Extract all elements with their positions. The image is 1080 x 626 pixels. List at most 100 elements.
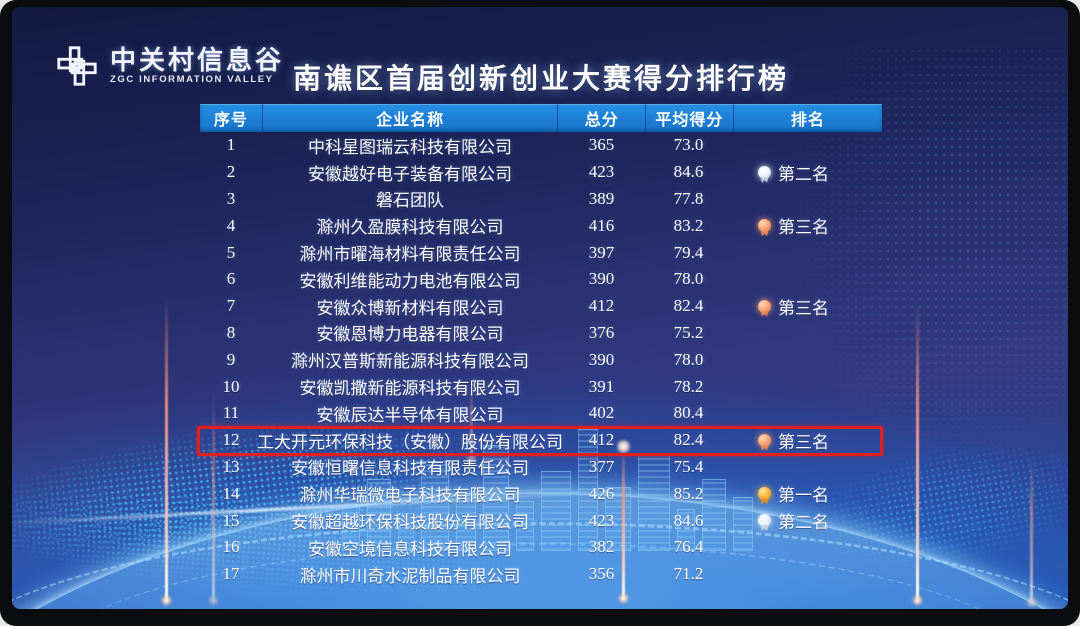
cell-total-score: 412 — [588, 430, 615, 450]
cell-company-name: 安徽辰达半导体有限公司 — [316, 405, 504, 425]
table-row: 3 磐石团队 389 77.8 — [200, 186, 882, 213]
cell-index: 12 — [222, 430, 240, 450]
table-row-highlighted: 12 工大开元环保科技（安徽）股份有限公司 412 82.4 第三名 — [197, 425, 883, 456]
cell-average-score: 78.0 — [673, 349, 704, 369]
cell-average-score: 84.6 — [673, 510, 704, 530]
cell-company-name: 安徽利维能动力电池有限公司 — [299, 271, 521, 291]
zgc-logo: 中关村信息谷 ZGC INFORMATION VALLEY — [54, 43, 284, 89]
cell-company-name: 滁州市川奇水泥制品有限公司 — [299, 566, 521, 586]
cell-index: 3 — [226, 188, 236, 208]
cell-average-score: 71.2 — [673, 564, 704, 584]
table-row: 8 安徽恩博力电器有限公司 376 75.2 — [200, 320, 882, 347]
table-row: 17 滁州市川奇水泥制品有限公司 356 71.2 — [200, 561, 882, 588]
header-average-score: 平均得分 — [645, 104, 733, 132]
cell-rank: 第二名 — [732, 159, 882, 186]
table-row: 2 安徽越好电子装备有限公司 423 84.6 第二名 — [200, 159, 882, 186]
cell-average-score: 82.4 — [673, 430, 704, 450]
city-skyline — [342, 429, 753, 551]
cell-rank — [732, 239, 882, 266]
cell-company-name: 滁州久盈膜科技有限公司 — [316, 218, 504, 238]
light-beam — [916, 302, 919, 602]
rank-label: 第三名 — [778, 218, 829, 238]
cell-rank — [732, 400, 882, 427]
cell-rank: 第一名 — [732, 480, 882, 507]
cell-index: 17 — [222, 564, 240, 584]
header-rank: 排名 — [732, 104, 882, 132]
cell-rank — [732, 373, 882, 400]
cell-rank: 第三名 — [732, 293, 882, 320]
cell-index: 2 — [226, 162, 236, 182]
cell-rank — [732, 454, 882, 481]
light-beam — [622, 445, 625, 600]
cell-index: 7 — [226, 296, 236, 316]
cell-index: 5 — [226, 242, 236, 262]
cell-rank — [732, 346, 882, 373]
rank-label: 第三名 — [778, 298, 829, 318]
cell-total-score: 382 — [588, 537, 615, 557]
cell-total-score: 377 — [588, 456, 615, 476]
cell-average-score: 84.6 — [673, 162, 704, 182]
cell-rank — [732, 186, 882, 213]
orbit-arc — [12, 522, 1068, 609]
cell-total-score: 397 — [588, 242, 615, 262]
cell-index: 8 — [226, 322, 236, 342]
cell-company-name: 磐石团队 — [376, 191, 444, 211]
table-row: 10 安徽凯撒新能源科技有限公司 391 78.2 — [200, 373, 882, 400]
cell-index: 11 — [222, 403, 240, 423]
cell-rank: 第三名 — [732, 212, 882, 239]
cell-average-score: 77.8 — [673, 188, 704, 208]
rank-label: 第二名 — [778, 513, 829, 533]
logo-name-en: ZGC INFORMATION VALLEY — [110, 74, 274, 86]
cell-total-score: 365 — [588, 135, 615, 155]
table-body: 1 中科星图瑞云科技有限公司 365 73.0 2 安徽越好电子装备有限公司 423 84.6… — [197, 132, 883, 588]
medal-silver-icon — [758, 165, 771, 179]
cell-average-score: 75.2 — [673, 322, 704, 342]
cell-rank — [732, 132, 882, 159]
cell-index: 14 — [222, 483, 240, 503]
cell-index: 10 — [222, 376, 240, 396]
cell-total-score: 426 — [588, 483, 615, 503]
cell-average-score: 76.4 — [673, 537, 704, 557]
cell-total-score: 412 — [588, 296, 615, 316]
cell-average-score: 78.0 — [673, 269, 704, 289]
table-row: 1 中科星图瑞云科技有限公司 365 73.0 — [200, 132, 882, 159]
cell-company-name: 安徽凯撒新能源科技有限公司 — [299, 379, 521, 399]
cell-total-score: 402 — [588, 403, 615, 423]
table-row: 4 滁州久盈膜科技有限公司 416 83.2 第三名 — [200, 212, 882, 239]
page-title: 南谯区首届创新创业大赛得分排行榜 — [292, 64, 789, 95]
cell-total-score: 423 — [588, 162, 615, 182]
table-row: 5 滁州市曜海材料有限责任公司 397 79.4 — [200, 239, 882, 266]
cell-index: 4 — [226, 215, 236, 235]
cell-company-name: 工大开元环保科技（安徽）股份有限公司 — [257, 432, 563, 452]
cell-rank — [732, 266, 882, 293]
table-row: 14 滁州华瑞微电子科技有限公司 426 85.2 第一名 — [200, 480, 882, 507]
medal-silver-icon — [758, 514, 771, 528]
table-row: 6 安徽利维能动力电池有限公司 390 78.0 — [200, 266, 882, 293]
medal-bronze-icon — [758, 433, 771, 447]
table-row: 13 安徽恒曙信息科技有限责任公司 377 75.4 — [200, 454, 882, 481]
cell-rank — [732, 534, 882, 561]
rank-label: 第三名 — [778, 432, 829, 452]
cell-average-score: 85.2 — [673, 483, 704, 503]
cell-total-score: 416 — [588, 215, 615, 235]
medal-bronze-icon — [758, 219, 771, 233]
cell-company-name: 安徽超越环保科技股份有限公司 — [291, 513, 529, 533]
table-row: 16 安徽空境信息科技有限公司 382 76.4 — [200, 534, 882, 561]
table-row: 7 安徽众博新材料有限公司 412 82.4 第三名 — [200, 293, 882, 320]
light-beam — [212, 392, 215, 602]
table-header: 序号 企业名称 总分 平均得分 排名 — [200, 104, 882, 132]
cell-index: 1 — [226, 135, 236, 155]
header-index: 序号 — [213, 112, 248, 129]
cell-average-score: 82.4 — [673, 296, 704, 316]
rank-label: 第一名 — [778, 486, 829, 506]
cell-company-name: 滁州市曜海材料有限责任公司 — [299, 245, 521, 265]
table-row: 15 安徽超越环保科技股份有限公司 423 84.6 第二名 — [200, 507, 882, 534]
table-row: 9 滁州汉普斯新能源科技有限公司 390 78.0 — [200, 346, 882, 373]
light-beam — [1030, 459, 1033, 604]
zgc-logo-icon — [54, 43, 100, 89]
cell-company-name: 安徽越好电子装备有限公司 — [308, 164, 512, 184]
cell-company-name: 中科星图瑞云科技有限公司 — [308, 137, 512, 157]
header-company-name: 企业名称 — [261, 104, 558, 132]
cell-total-score: 423 — [588, 510, 615, 530]
